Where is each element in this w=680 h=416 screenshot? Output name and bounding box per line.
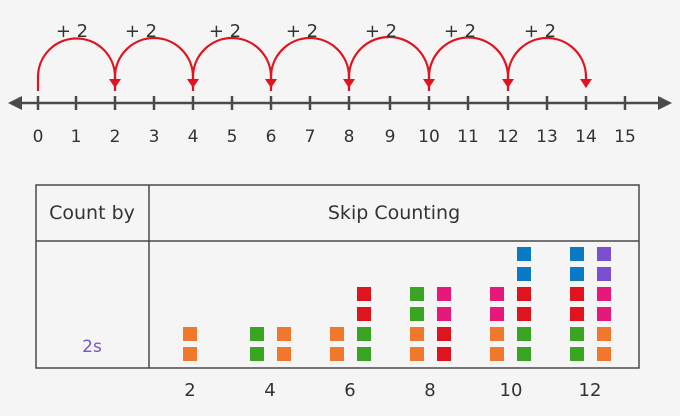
block-12-1-1-orange: [597, 327, 611, 341]
number-line-tick-labels: 0 1 2 3 4 5 6 7 8 9 10 11 12 13 14 15: [33, 127, 636, 147]
block-12-0-4-blue: [570, 267, 584, 281]
block-8-0-1-orange: [410, 327, 424, 341]
tick-label-9: 9: [385, 127, 396, 147]
tick-label-6: 6: [266, 127, 277, 147]
count-table: Count by Skip Counting 2s: [35, 184, 640, 369]
tick-label-1: 1: [71, 127, 82, 147]
block-12-1-5-purple: [597, 247, 611, 261]
tick-label-4: 4: [188, 127, 199, 147]
jump-label-10-12: + 2: [444, 21, 476, 42]
block-4-1-0-orange: [277, 347, 291, 361]
block-6-1-2-red: [357, 307, 371, 321]
x-label-8: 8: [424, 380, 435, 401]
header-skip-counting: Skip Counting: [328, 202, 460, 224]
right-arrowhead: [658, 96, 672, 110]
block-12-1-3-pink: [597, 287, 611, 301]
x-label-10: 10: [500, 380, 523, 401]
table-border: [35, 184, 640, 369]
jump-arc-2-4: [113, 36, 195, 91]
tick-label-3: 3: [149, 127, 160, 147]
tick-label-13: 13: [536, 127, 558, 147]
header-count-by: Count by: [49, 202, 135, 224]
x-label-4: 4: [264, 380, 275, 401]
tick-label-5: 5: [227, 127, 238, 147]
block-10-0-2-pink: [490, 307, 504, 321]
number-line: 0 1 2 3 4 5 6 7 8 9 10 11 12 13 14 15 + 2 + 2 + 2 + 2 + 2 + …: [8, 21, 672, 147]
jump-arc-0-2: [36, 37, 117, 91]
block-6-0-0-orange: [330, 347, 344, 361]
jump-label-2-4: + 2: [125, 21, 157, 42]
tick-label-12: 12: [497, 127, 519, 147]
block-12-0-2-red: [570, 307, 584, 321]
block-12-0-5-blue: [570, 247, 584, 261]
tick-label-2: 2: [110, 127, 121, 147]
jump-label-8-10: + 2: [365, 21, 397, 42]
left-arrowhead: [8, 96, 22, 110]
table-x-labels: 2 4 6 8 10 12: [184, 380, 601, 401]
x-label-2: 2: [184, 380, 195, 401]
block-10-1-3-red: [517, 287, 531, 301]
row-label-2s: 2s: [82, 337, 102, 357]
jump-arc-12-14: [506, 36, 588, 91]
jump-arc-4-6: [191, 36, 273, 91]
number-line-ticks: [36, 96, 627, 110]
jump-label-4-6: + 2: [209, 21, 241, 42]
block-10-0-1-orange: [490, 327, 504, 341]
block-12-1-0-orange: [597, 347, 611, 361]
block-6-0-1-orange: [330, 327, 344, 341]
x-label-12: 12: [579, 380, 602, 401]
block-8-1-1-red: [437, 327, 451, 341]
block-10-1-1-green: [517, 327, 531, 341]
block-stacks: [183, 247, 611, 361]
block-10-0-3-pink: [490, 287, 504, 301]
tick-label-14: 14: [575, 127, 597, 147]
block-12-0-0-green: [570, 347, 584, 361]
block-2-0-0-orange: [183, 347, 197, 361]
block-10-0-0-orange: [490, 347, 504, 361]
jump-label-12-14: + 2: [524, 21, 556, 42]
block-6-1-3-red: [357, 287, 371, 301]
block-4-1-1-orange: [277, 327, 291, 341]
block-8-0-3-green: [410, 287, 424, 301]
jump-arc-6-8: [269, 36, 351, 91]
block-6-1-0-green: [357, 347, 371, 361]
skip-jumps: + 2 + 2 + 2 + 2 + 2 + 2 + 2: [36, 21, 592, 91]
block-10-1-0-green: [517, 347, 531, 361]
tick-label-8: 8: [344, 127, 355, 147]
block-4-0-1-green: [250, 327, 264, 341]
block-2-0-1-orange: [183, 327, 197, 341]
jump-arc-8-10: [347, 35, 431, 91]
tick-label-10: 10: [418, 127, 440, 147]
block-8-1-3-pink: [437, 287, 451, 301]
block-12-1-4-purple: [597, 267, 611, 281]
jump-arc-10-12: [427, 36, 510, 91]
block-12-0-3-red: [570, 287, 584, 301]
jump-arrowhead-14: [580, 79, 592, 88]
block-10-1-4-blue: [517, 267, 531, 281]
block-10-1-5-blue: [517, 247, 531, 261]
block-12-1-2-pink: [597, 307, 611, 321]
tick-label-11: 11: [457, 127, 479, 147]
block-8-1-2-pink: [437, 307, 451, 321]
block-12-0-1-green: [570, 327, 584, 341]
jump-label-0-2: + 2: [56, 21, 88, 42]
block-4-0-0-green: [250, 347, 264, 361]
jump-label-6-8: + 2: [286, 21, 318, 42]
block-8-0-0-orange: [410, 347, 424, 361]
tick-label-7: 7: [305, 127, 316, 147]
x-label-6: 6: [344, 380, 355, 401]
tick-label-15: 15: [614, 127, 636, 147]
block-8-0-2-green: [410, 307, 424, 321]
block-10-1-2-red: [517, 307, 531, 321]
tick-label-0: 0: [33, 127, 44, 147]
block-6-1-1-green: [357, 327, 371, 341]
block-8-1-0-red: [437, 347, 451, 361]
